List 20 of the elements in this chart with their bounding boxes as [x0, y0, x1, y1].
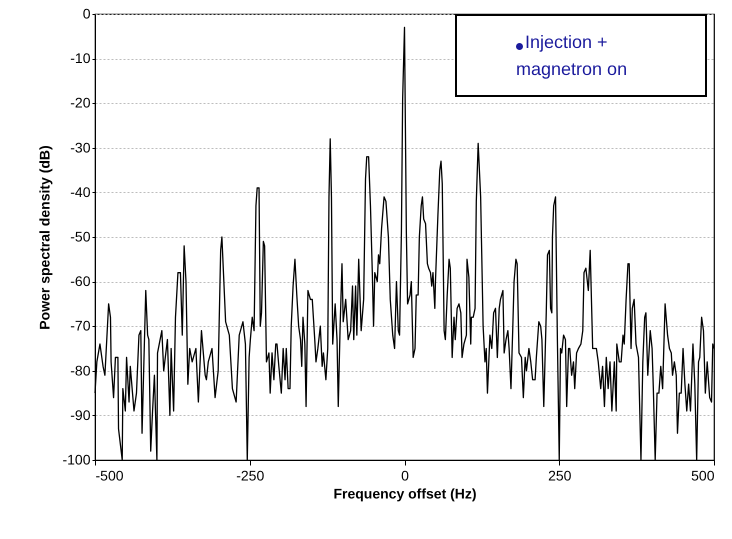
y-tick-label: -10	[70, 50, 91, 66]
y-tick-label: -90	[70, 406, 91, 423]
x-tick-label: 0	[401, 468, 410, 484]
y-tick-label: -80	[70, 362, 91, 378]
x-tick-label: -500	[96, 468, 124, 484]
y-tick-label: -40	[70, 184, 91, 200]
y-tick-label: 0	[82, 6, 91, 22]
annotation: Injection + magnetron on	[516, 30, 628, 81]
y-tick-label: -100	[62, 452, 91, 468]
x-tick-label: 500	[691, 468, 715, 484]
x-tick-label: 250	[548, 468, 572, 484]
y-tick-label: -30	[70, 139, 91, 156]
y-tick-label: -60	[70, 273, 91, 290]
x-axis-title: Frequency offset (Hz)	[333, 486, 477, 502]
y-tick-label: -20	[70, 94, 91, 111]
x-tick-label: -250	[236, 468, 264, 484]
y-tick-label: -70	[70, 318, 91, 334]
y-tick-label: -50	[70, 228, 91, 244]
text-box: Injection + magnetron on	[455, 14, 707, 97]
y-axis-title: Power spectral density (dB)	[36, 145, 52, 330]
